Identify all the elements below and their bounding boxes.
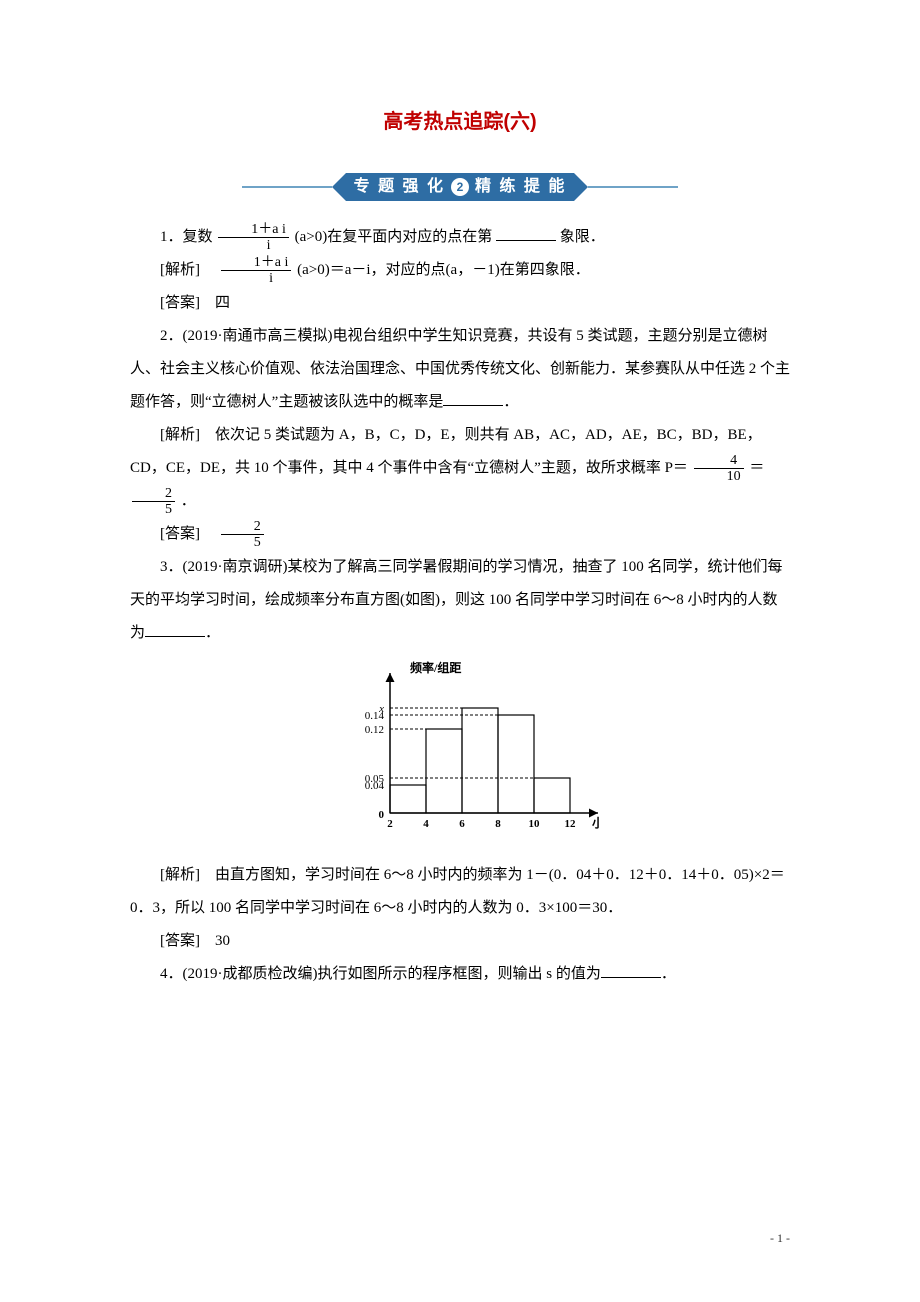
page-title: 高考热点追踪(六)	[130, 100, 790, 144]
page-footer: - 1 -	[0, 1051, 920, 1246]
q4-stem: 4．(2019·成都质检改编)执行如图所示的程序框图，则输出 s 的值为．	[130, 958, 790, 991]
q2-stem: 2．(2019·南通市高三模拟)电视台组织中学生知识竞赛，共设有 5 类试题，主…	[130, 320, 790, 419]
fill-blank	[496, 225, 556, 241]
q3-stem: 3．(2019·南京调研)某校为了解高三同学暑假期间的学习情况，抽查了 100 …	[130, 551, 790, 650]
svg-text:4: 4	[423, 818, 429, 830]
svg-text:6: 6	[459, 818, 465, 830]
fill-blank	[443, 390, 503, 406]
svg-text:12: 12	[565, 818, 577, 830]
svg-text:8: 8	[495, 818, 501, 830]
svg-text:0.12: 0.12	[365, 724, 384, 736]
svg-text:0.05: 0.05	[365, 773, 385, 785]
fraction: 2 5	[132, 486, 175, 518]
svg-text:2: 2	[387, 818, 393, 830]
q2-answer: [答案] 2 5	[130, 518, 790, 551]
fill-blank	[601, 962, 661, 978]
q3-solution: [解析] 由直方图知，学习时间在 6～8 小时内的频率为 1－(0．04＋0．1…	[130, 859, 790, 925]
q3-answer: [答案] 30	[130, 925, 790, 958]
q2-solution: [解析] 依次记 5 类试题为 A，B，C，D，E，则共有 AB，AC，AD，A…	[130, 419, 790, 518]
q1-solution: [解析] 1＋a i i (a>0)＝a－i，对应的点(a，－1)在第四象限．	[130, 254, 790, 287]
banner-text-left: 专 题 强 化	[354, 169, 445, 204]
banner-text-right: 精 练 提 能	[475, 169, 566, 204]
section-banner: 专 题 强 化 2 精 练 提 能	[130, 168, 790, 201]
fraction: 1＋a i i	[218, 222, 289, 254]
fill-blank	[145, 621, 205, 637]
banner-number-icon: 2	[451, 178, 469, 196]
fraction: 4 10	[694, 453, 744, 485]
svg-text:频率/组距: 频率/组距	[410, 660, 461, 675]
banner-line-left	[242, 186, 332, 188]
banner-line-right	[588, 186, 678, 188]
svg-text:小时: 小时	[592, 815, 600, 830]
histogram-svg: 0.040.050.120.14x024681012频率/组距小时	[320, 658, 600, 838]
q1-answer: [答案] 四	[130, 287, 790, 320]
histogram-chart: 0.040.050.120.14x024681012频率/组距小时	[130, 658, 790, 851]
banner-arrow-left	[332, 173, 346, 201]
svg-text:10: 10	[529, 818, 541, 830]
svg-text:x: x	[378, 703, 384, 715]
q1-stem: 1．复数 1＋a i i (a>0)在复平面内对应的点在第 象限．	[130, 221, 790, 254]
fraction: 2 5	[221, 519, 264, 551]
banner-arrow-right	[574, 173, 588, 201]
fraction: 1＋a i i	[221, 255, 292, 287]
svg-text:0: 0	[379, 809, 385, 821]
